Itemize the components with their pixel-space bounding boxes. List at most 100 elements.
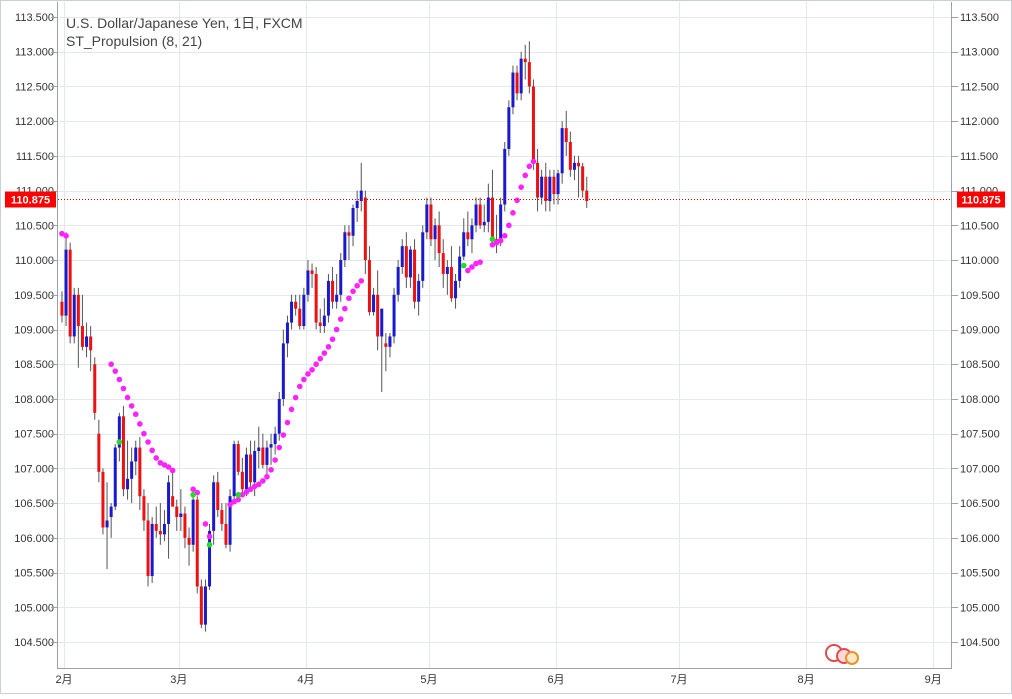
candle-up <box>109 503 113 538</box>
indicator-dot <box>235 496 242 503</box>
candle-body <box>421 232 425 281</box>
candle-body <box>351 207 355 236</box>
chart-title: U.S. Dollar/Japanese Yen, 1日, FXCM <box>66 15 303 31</box>
indicator-dot <box>333 326 340 333</box>
y-tick-label-left: 109.500 <box>14 290 54 302</box>
indicator-dot <box>153 455 160 461</box>
candle-body <box>322 315 326 327</box>
candle-down <box>80 294 84 351</box>
candle-body <box>199 586 203 625</box>
candle-body <box>64 249 68 316</box>
price-tag-left-bg <box>5 191 56 208</box>
indicator-dot <box>132 411 139 418</box>
events-icon[interactable] <box>825 644 859 665</box>
candle-body <box>470 225 474 240</box>
candle-body <box>396 267 400 295</box>
candle-body <box>290 301 294 323</box>
indicator-dot <box>284 419 291 426</box>
y-tick-label-left: 112.000 <box>15 116 54 128</box>
candle-down <box>331 267 335 309</box>
candle-up <box>507 100 511 156</box>
candle-body <box>298 308 302 327</box>
y-tick-label-right: 104.500 <box>960 637 1000 649</box>
candle-down <box>60 291 64 323</box>
candle-body <box>261 447 265 465</box>
candle-up <box>162 510 166 542</box>
indicator-dot <box>296 383 303 390</box>
indicator-dot <box>346 295 352 302</box>
indicator-dot <box>128 403 135 409</box>
candle-down <box>314 267 318 330</box>
y-tick-label-right: 105.500 <box>960 568 1000 580</box>
candle-body <box>314 273 318 323</box>
candle-body <box>408 249 412 278</box>
candle-up <box>474 197 478 233</box>
y-tick-label-left: 110.500 <box>15 220 54 232</box>
candle-body <box>191 499 195 545</box>
y-tick-label-right: 107.500 <box>960 429 1000 441</box>
candle-down <box>437 211 441 267</box>
candle-down <box>564 110 568 156</box>
candle-body <box>187 537 191 545</box>
candle-body <box>224 523 228 545</box>
candle-up <box>203 579 207 632</box>
indicator-signal-dot <box>116 439 123 445</box>
candle-body <box>269 444 273 448</box>
indicator-dot <box>350 288 356 295</box>
candle-body <box>240 471 244 490</box>
indicator-dot <box>358 278 365 284</box>
candle-body <box>454 280 458 299</box>
indicator-dot <box>469 264 475 270</box>
candle-down <box>97 419 101 483</box>
candle-up <box>556 169 560 205</box>
candle-body <box>519 58 523 94</box>
candle-up <box>355 190 359 222</box>
candle-body <box>60 301 64 316</box>
indicator-dot <box>255 481 262 488</box>
indicator-dot <box>239 491 246 498</box>
candle-body <box>511 72 515 108</box>
y-tick-label-right: 111.500 <box>960 151 998 163</box>
candle-body <box>548 176 552 202</box>
candle-up <box>322 298 326 333</box>
y-tick-label-left: 113.000 <box>15 47 54 59</box>
candle-body <box>277 398 281 434</box>
candle-body <box>380 308 384 337</box>
y-tick-label-right: 108.000 <box>960 394 1000 406</box>
candle-up <box>486 183 490 233</box>
candle-body <box>449 267 453 299</box>
candle-up <box>470 218 474 254</box>
candle-down <box>68 242 72 344</box>
indicator-dot <box>522 172 529 179</box>
candle-up <box>134 440 138 476</box>
candle-down <box>429 197 433 247</box>
candle-body <box>310 270 314 274</box>
candle-body <box>236 444 240 472</box>
x-tick-label: 4月 <box>297 674 314 686</box>
candle-up <box>359 162 363 212</box>
y-tick-label-left: 113.500 <box>15 12 54 24</box>
candle-body <box>285 322 289 344</box>
candle-body <box>355 201 359 208</box>
candle-body <box>392 294 396 337</box>
candle-up <box>351 204 355 247</box>
candle-down <box>294 294 298 316</box>
candle-down <box>523 44 527 80</box>
candle-body <box>216 482 220 511</box>
candle-body <box>109 506 113 517</box>
candle-up <box>326 273 330 323</box>
candle-down <box>146 503 150 587</box>
price-tag-right-bg <box>957 191 1005 208</box>
candle-body <box>339 260 343 295</box>
candle-body <box>523 58 527 63</box>
y-tick-label-left: 106.000 <box>14 533 54 545</box>
candle-up <box>306 260 310 302</box>
candle-up <box>433 218 437 261</box>
candle-down <box>490 169 494 240</box>
candle-up <box>380 308 384 392</box>
candle-body <box>462 232 466 257</box>
y-tick-label-right: 108.500 <box>960 359 1000 371</box>
candle-down <box>199 579 203 629</box>
candle-body <box>540 176 544 198</box>
y-tick-label-right: 105.000 <box>960 602 1000 614</box>
